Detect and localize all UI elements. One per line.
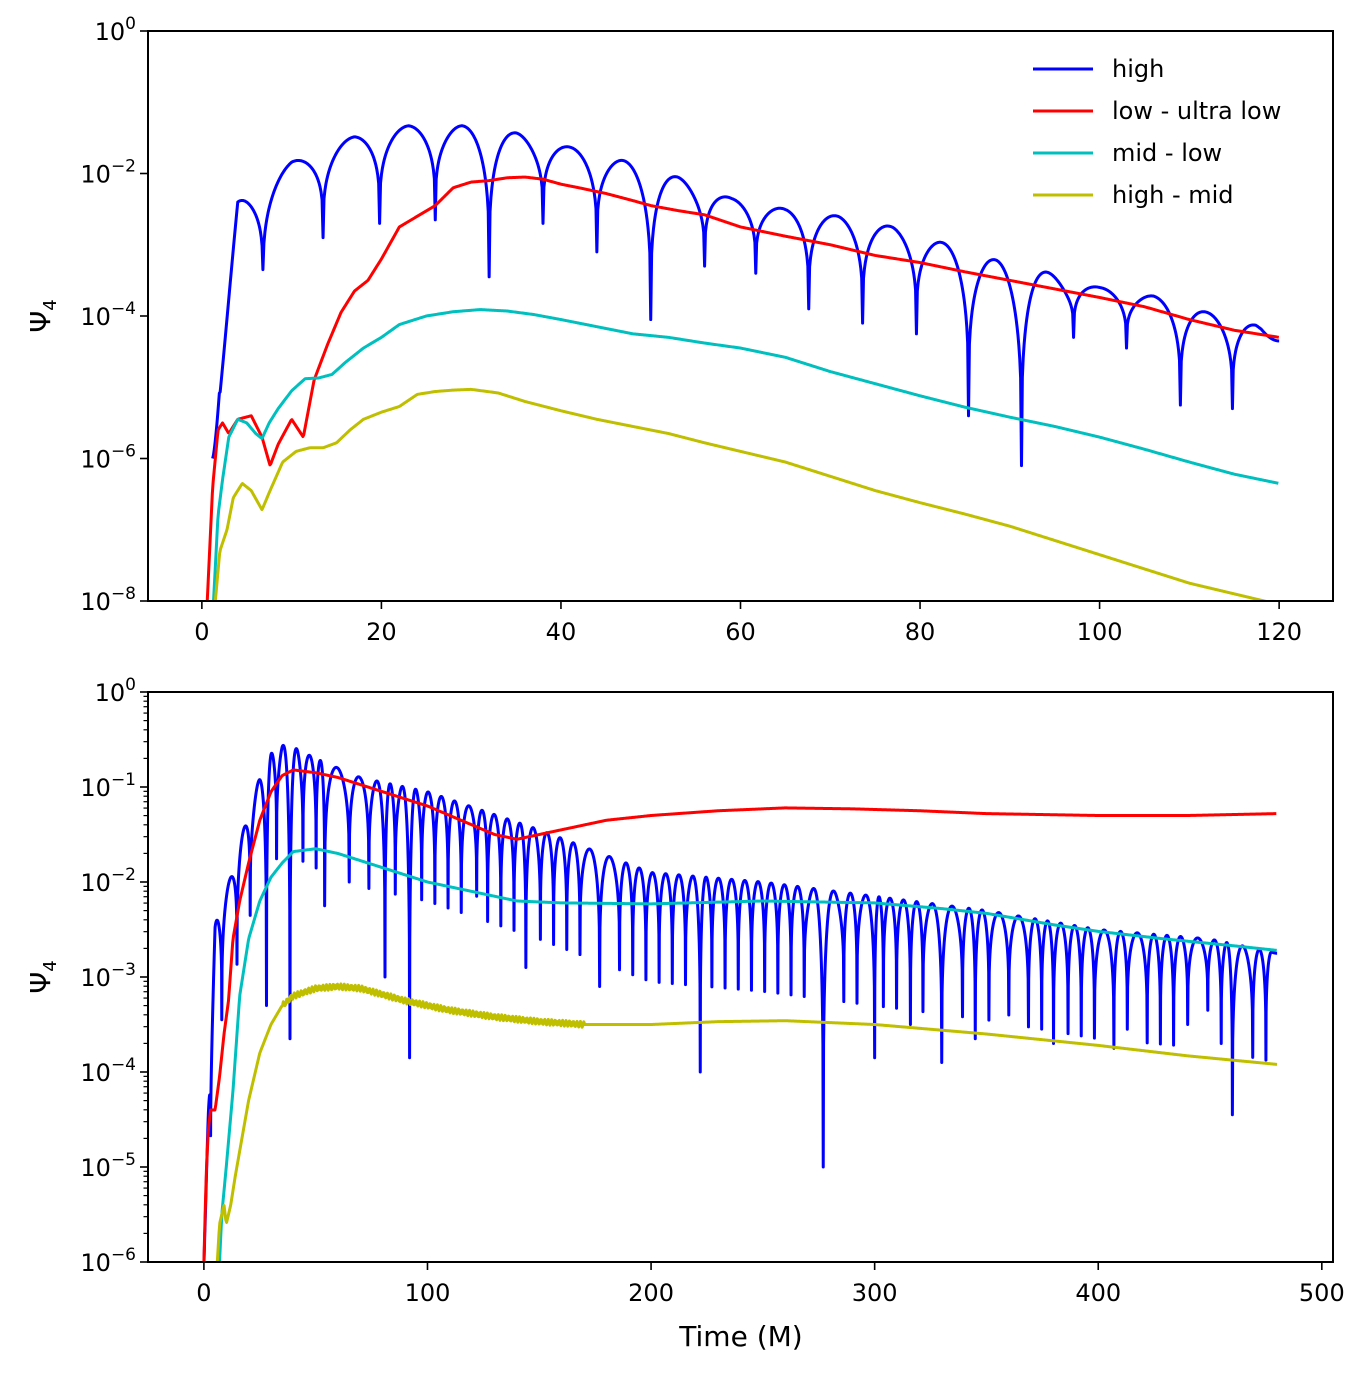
y-tick-exponent: −4	[111, 299, 136, 319]
legend: high low - ultra low mid - low high - mid	[1033, 55, 1281, 209]
bottom-x-axis: 0 100 200 300 400 500	[196, 1262, 1345, 1307]
bottom-series-group	[202, 743, 1279, 1262]
bottom-y-label-sub: 4	[40, 960, 61, 971]
y-tick-label: 10−2	[80, 157, 136, 189]
y-tick-label: 10−8	[80, 584, 136, 616]
x-tick-label: 60	[725, 618, 756, 646]
y-tick-base: 10	[95, 679, 126, 707]
bottom-x-axis-label: Time (M)	[678, 1320, 802, 1353]
y-tick-base: 10	[95, 18, 126, 46]
x-tick-label: 400	[1075, 1279, 1121, 1307]
x-tick-label: 20	[366, 618, 397, 646]
series-line-mid-low	[218, 847, 1278, 1262]
bottom-y-label-base: Ψ	[24, 972, 57, 994]
y-tick-base: 10	[80, 303, 111, 331]
y-tick-exponent: −2	[111, 865, 136, 885]
x-tick-label: 200	[628, 1279, 674, 1307]
y-tick-label: 10−2	[80, 865, 136, 897]
y-tick-base: 10	[80, 774, 111, 802]
y-tick-label: 100	[95, 14, 136, 46]
top-x-axis: 0 20 40 60 80 100 120	[194, 601, 1302, 646]
legend-label: high	[1112, 55, 1164, 83]
bottom-plot-frame	[147, 691, 1334, 1263]
top-series-group	[205, 124, 1280, 601]
y-tick-label: 10−6	[80, 1245, 136, 1277]
series-line-high-mid	[213, 387, 1271, 601]
x-tick-label: 100	[405, 1279, 451, 1307]
y-tick-base: 10	[80, 869, 111, 897]
y-tick-label: 10−4	[80, 299, 136, 331]
top-y-axis-label: Ψ4	[24, 299, 61, 333]
legend-label: high - mid	[1112, 181, 1234, 209]
x-tick-label: 300	[852, 1279, 898, 1307]
y-tick-exponent: −2	[111, 157, 136, 177]
y-tick-label: 10−4	[80, 1055, 136, 1087]
series-line-mid-low	[212, 308, 1279, 601]
y-tick-label: 10−5	[80, 1150, 136, 1182]
y-tick-label: 10−6	[80, 442, 136, 474]
y-tick-exponent: −4	[111, 1055, 136, 1075]
y-tick-label: 100	[95, 675, 136, 707]
top-y-label-sub: 4	[40, 299, 61, 310]
x-tick-label: 40	[546, 618, 577, 646]
series-line-low-ultra-low	[205, 175, 1280, 601]
y-tick-base: 10	[80, 161, 111, 189]
y-tick-exponent: −6	[111, 442, 136, 462]
y-tick-base: 10	[80, 964, 111, 992]
x-tick-label: 0	[194, 618, 209, 646]
y-tick-base: 10	[80, 1249, 111, 1277]
bottom-y-axis-label: Ψ4	[24, 960, 61, 994]
y-tick-exponent: −6	[111, 1245, 136, 1265]
series-line-high-mid	[215, 982, 1278, 1262]
legend-label: mid - low	[1112, 139, 1222, 167]
series-line-high	[211, 124, 1280, 468]
series-line-low-ultra-low	[202, 768, 1277, 1262]
x-tick-label: 120	[1256, 618, 1302, 646]
bottom-chart: 0 100 200 300 400 500 10−610−510−410−310−210−…	[24, 675, 1345, 1353]
y-tick-base: 10	[80, 1154, 111, 1182]
top-y-label-base: Ψ	[24, 311, 57, 333]
x-tick-label: 100	[1077, 618, 1123, 646]
series-line-high	[202, 743, 1279, 1262]
y-tick-exponent: 0	[125, 14, 136, 34]
y-tick-exponent: −3	[111, 960, 136, 980]
x-tick-label: 0	[196, 1279, 211, 1307]
y-tick-label: 10−1	[80, 770, 136, 802]
y-tick-base: 10	[80, 588, 111, 616]
y-tick-label: 10−3	[80, 960, 136, 992]
x-tick-label: 500	[1299, 1279, 1345, 1307]
y-tick-exponent: −5	[111, 1150, 136, 1170]
y-tick-exponent: 0	[125, 675, 136, 695]
y-tick-base: 10	[80, 1059, 111, 1087]
y-tick-exponent: −8	[111, 584, 136, 604]
y-tick-base: 10	[80, 446, 111, 474]
y-tick-exponent: −1	[111, 770, 136, 790]
legend-label: low - ultra low	[1112, 97, 1281, 125]
x-tick-label: 80	[905, 618, 936, 646]
